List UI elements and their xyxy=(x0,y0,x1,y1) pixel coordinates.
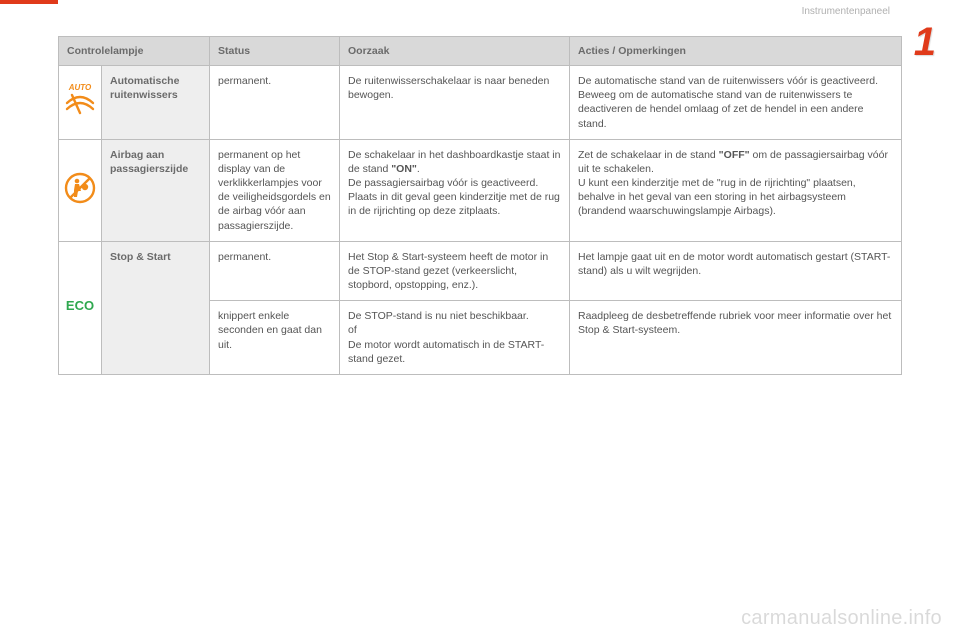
lamp-action: Raadpleeg de desbetreffende rubriek voor… xyxy=(570,301,902,375)
lamp-cause: De schakelaar in het dashboardkastje sta… xyxy=(340,139,570,241)
lamp-name: Airbag aan passagierszijde xyxy=(102,139,210,241)
lamp-action: Het lampje gaat uit en de motor wordt au… xyxy=(570,241,902,301)
table-row: ECO Stop & Start permanent. Het Stop & S… xyxy=(59,241,902,301)
eco-icon: ECO xyxy=(63,296,97,316)
passenger-airbag-icon xyxy=(63,171,97,205)
icon-cell: AUTO xyxy=(59,66,102,140)
action-text: Zet de schakelaar in de stand xyxy=(578,149,719,161)
on-label: "ON" xyxy=(391,163,417,175)
section-label: Instrumentenpaneel xyxy=(802,6,890,17)
table-row: AUTO Automatische ruitenwissers permanen… xyxy=(59,66,902,140)
watermark: carmanualsonline.info xyxy=(741,607,942,630)
col-acties: Acties / Opmerkingen xyxy=(570,37,902,66)
warning-lights-table: Controlelampje Status Oorzaak Acties / O… xyxy=(58,36,902,375)
lamp-name: Stop & Start xyxy=(102,241,210,374)
lamp-action: Zet de schakelaar in de stand "OFF" om d… xyxy=(570,139,902,241)
lamp-action: De automatische stand van de ruitenwisse… xyxy=(570,66,902,140)
lamp-name: Automatische ruitenwissers xyxy=(102,66,210,140)
lamp-status: knippert enkele seconden en gaat dan uit… xyxy=(210,301,340,375)
svg-text:ECO: ECO xyxy=(66,298,94,313)
lamp-status: permanent. xyxy=(210,241,340,301)
off-label: "OFF" xyxy=(719,149,750,161)
cause-text: De schakelaar in het dashboardkastje sta… xyxy=(348,149,560,175)
lamp-status: permanent op het display van de verklikk… xyxy=(210,139,340,241)
col-oorzaak: Oorzaak xyxy=(340,37,570,66)
col-controlelampje: Controlelampje xyxy=(59,37,210,66)
svg-text:AUTO: AUTO xyxy=(68,83,92,92)
icon-cell: ECO xyxy=(59,241,102,374)
table-row: Airbag aan passagierszijde permanent op … xyxy=(59,139,902,241)
wiper-auto-icon: AUTO xyxy=(63,83,97,117)
lamp-status: permanent. xyxy=(210,66,340,140)
icon-cell xyxy=(59,139,102,241)
col-status: Status xyxy=(210,37,340,66)
chapter-number: 1 xyxy=(914,20,936,65)
lamp-cause: Het Stop & Start-systeem heeft de motor … xyxy=(340,241,570,301)
lamp-cause: De STOP-stand is nu niet beschikbaar.ofD… xyxy=(340,301,570,375)
lamp-cause: De ruitenwisserschakelaar is naar benede… xyxy=(340,66,570,140)
accent-bar xyxy=(0,0,58,4)
